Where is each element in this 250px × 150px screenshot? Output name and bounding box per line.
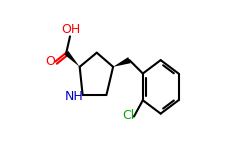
Text: OH: OH xyxy=(61,23,80,36)
Polygon shape xyxy=(64,51,80,67)
Text: NH: NH xyxy=(65,90,84,103)
Text: O: O xyxy=(45,55,55,68)
Polygon shape xyxy=(113,57,131,67)
Text: Cl: Cl xyxy=(122,109,135,122)
